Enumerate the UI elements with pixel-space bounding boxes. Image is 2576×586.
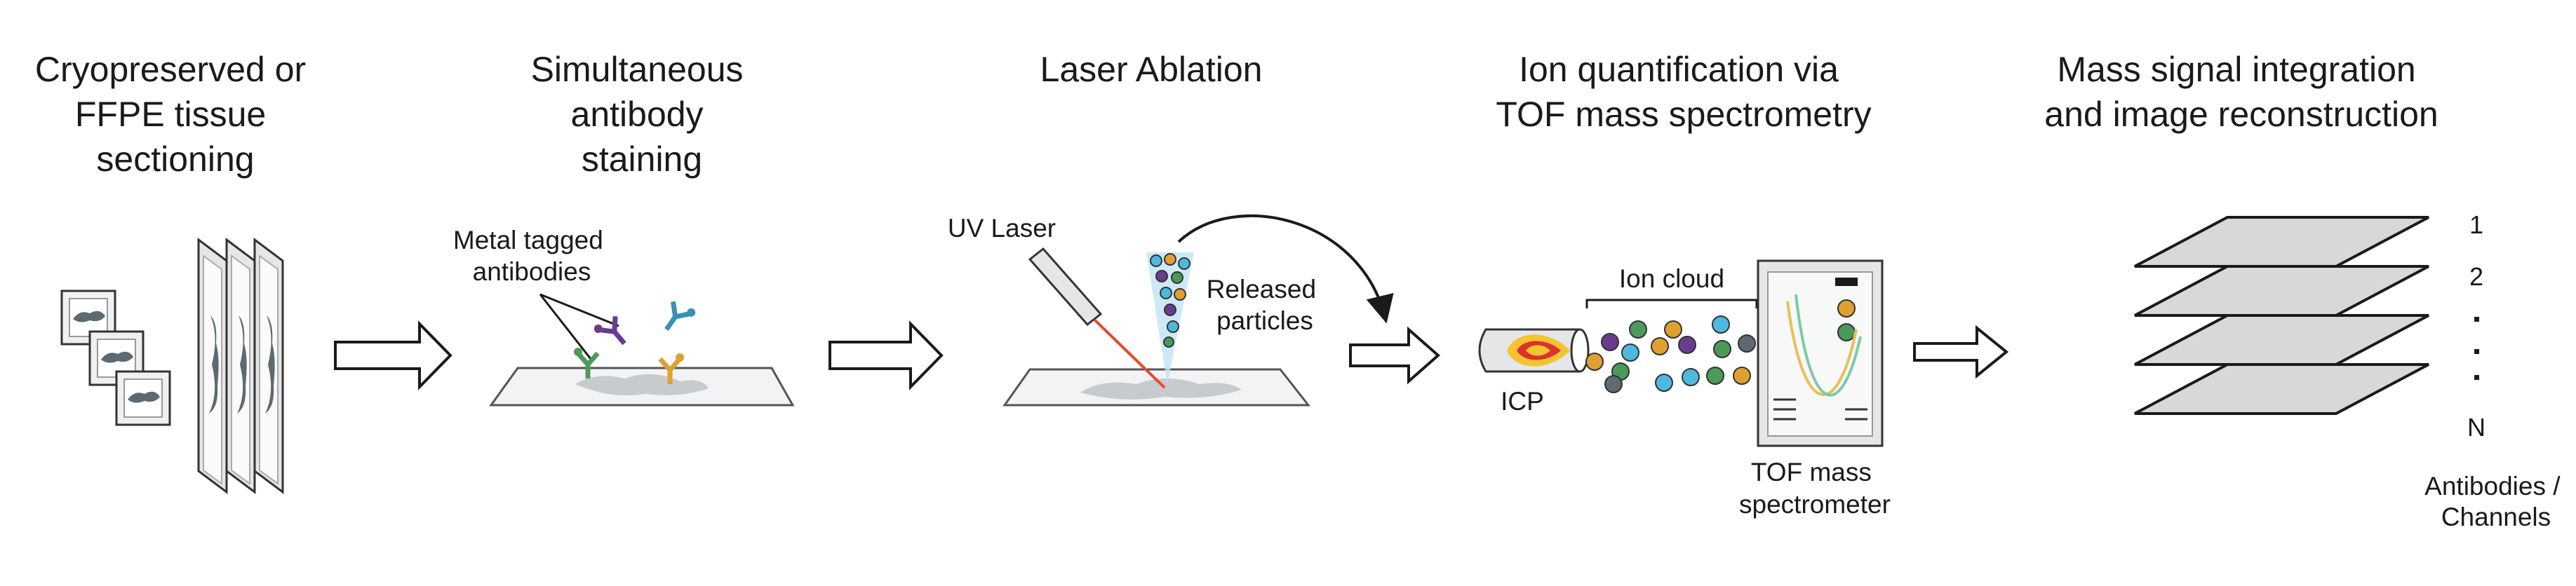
channel-layer bbox=[2134, 314, 2429, 366]
arrow-icon bbox=[1349, 326, 1441, 385]
slide-icon bbox=[115, 370, 171, 426]
tof-spectrometer-label: TOF mass spectrometer bbox=[1739, 458, 1891, 519]
channel-layer bbox=[2134, 216, 2429, 268]
channel-layers bbox=[2134, 216, 2429, 415]
channel-layer bbox=[2134, 363, 2429, 415]
antibody-icon bbox=[593, 316, 626, 346]
antibody-icon bbox=[658, 353, 684, 384]
tissue-section bbox=[1080, 379, 1242, 400]
icp-label: ICP bbox=[1501, 387, 1544, 416]
channel-layer bbox=[2134, 265, 2429, 317]
slide-icon bbox=[197, 238, 228, 494]
step-ablation: Laser Ablation UV Laser Released particl… bbox=[948, 50, 1394, 407]
antibody-icon bbox=[574, 348, 600, 379]
quantification-title: Ion quantification via TOF mass spectrom… bbox=[1496, 50, 1871, 134]
pointer-line bbox=[539, 293, 619, 327]
step-staining: Simultaneous antibody staining Metal tag… bbox=[453, 50, 795, 407]
step-reconstruction: Mass signal integration and image recons… bbox=[2044, 50, 2568, 531]
step-sectioning: Cryopreserved or FFPE tissue sectioning bbox=[35, 50, 316, 494]
slide-icon bbox=[60, 289, 116, 346]
ion-cloud-bracket bbox=[1585, 299, 1758, 308]
tissue-section bbox=[575, 374, 709, 396]
reconstruction-title: Mass signal integration and image recons… bbox=[2044, 50, 2438, 134]
released-particles-label: Released particles bbox=[1207, 275, 1324, 335]
particle-plume bbox=[1146, 252, 1194, 384]
slide-icon bbox=[253, 238, 284, 494]
step-quantification: Ion quantification via TOF mass spectrom… bbox=[1478, 50, 1891, 519]
curved-arrow bbox=[1177, 214, 1394, 324]
laser-icon bbox=[1028, 247, 1166, 389]
channel-number: 1 bbox=[2469, 210, 2483, 239]
antibody-icon bbox=[664, 301, 696, 332]
ion-cloud-label: Ion cloud bbox=[1619, 264, 1724, 293]
ion-cloud bbox=[1585, 315, 1756, 393]
arrow-icon bbox=[1913, 325, 2009, 379]
staining-title: Simultaneous antibody staining bbox=[531, 50, 753, 179]
channel-ellipsis bbox=[2474, 317, 2479, 380]
slide-icon bbox=[225, 238, 256, 494]
sectioning-title: Cryopreserved or FFPE tissue sectioning bbox=[35, 50, 316, 179]
metal-tagged-label: Metal tagged antibodies bbox=[453, 226, 610, 286]
ablation-title: Laser Ablation bbox=[1040, 50, 1263, 89]
channel-number: N bbox=[2467, 413, 2486, 442]
arrow-icon bbox=[334, 320, 452, 390]
channel-number: 2 bbox=[2469, 262, 2483, 291]
pointer-line bbox=[539, 294, 592, 360]
arrow-icon bbox=[829, 320, 944, 390]
channels-caption: Antibodies / Channels bbox=[2424, 472, 2568, 531]
uv-laser-label: UV Laser bbox=[948, 214, 1056, 243]
icp-torch-icon bbox=[1478, 328, 1590, 373]
spectrometer-icon bbox=[1757, 259, 1884, 447]
